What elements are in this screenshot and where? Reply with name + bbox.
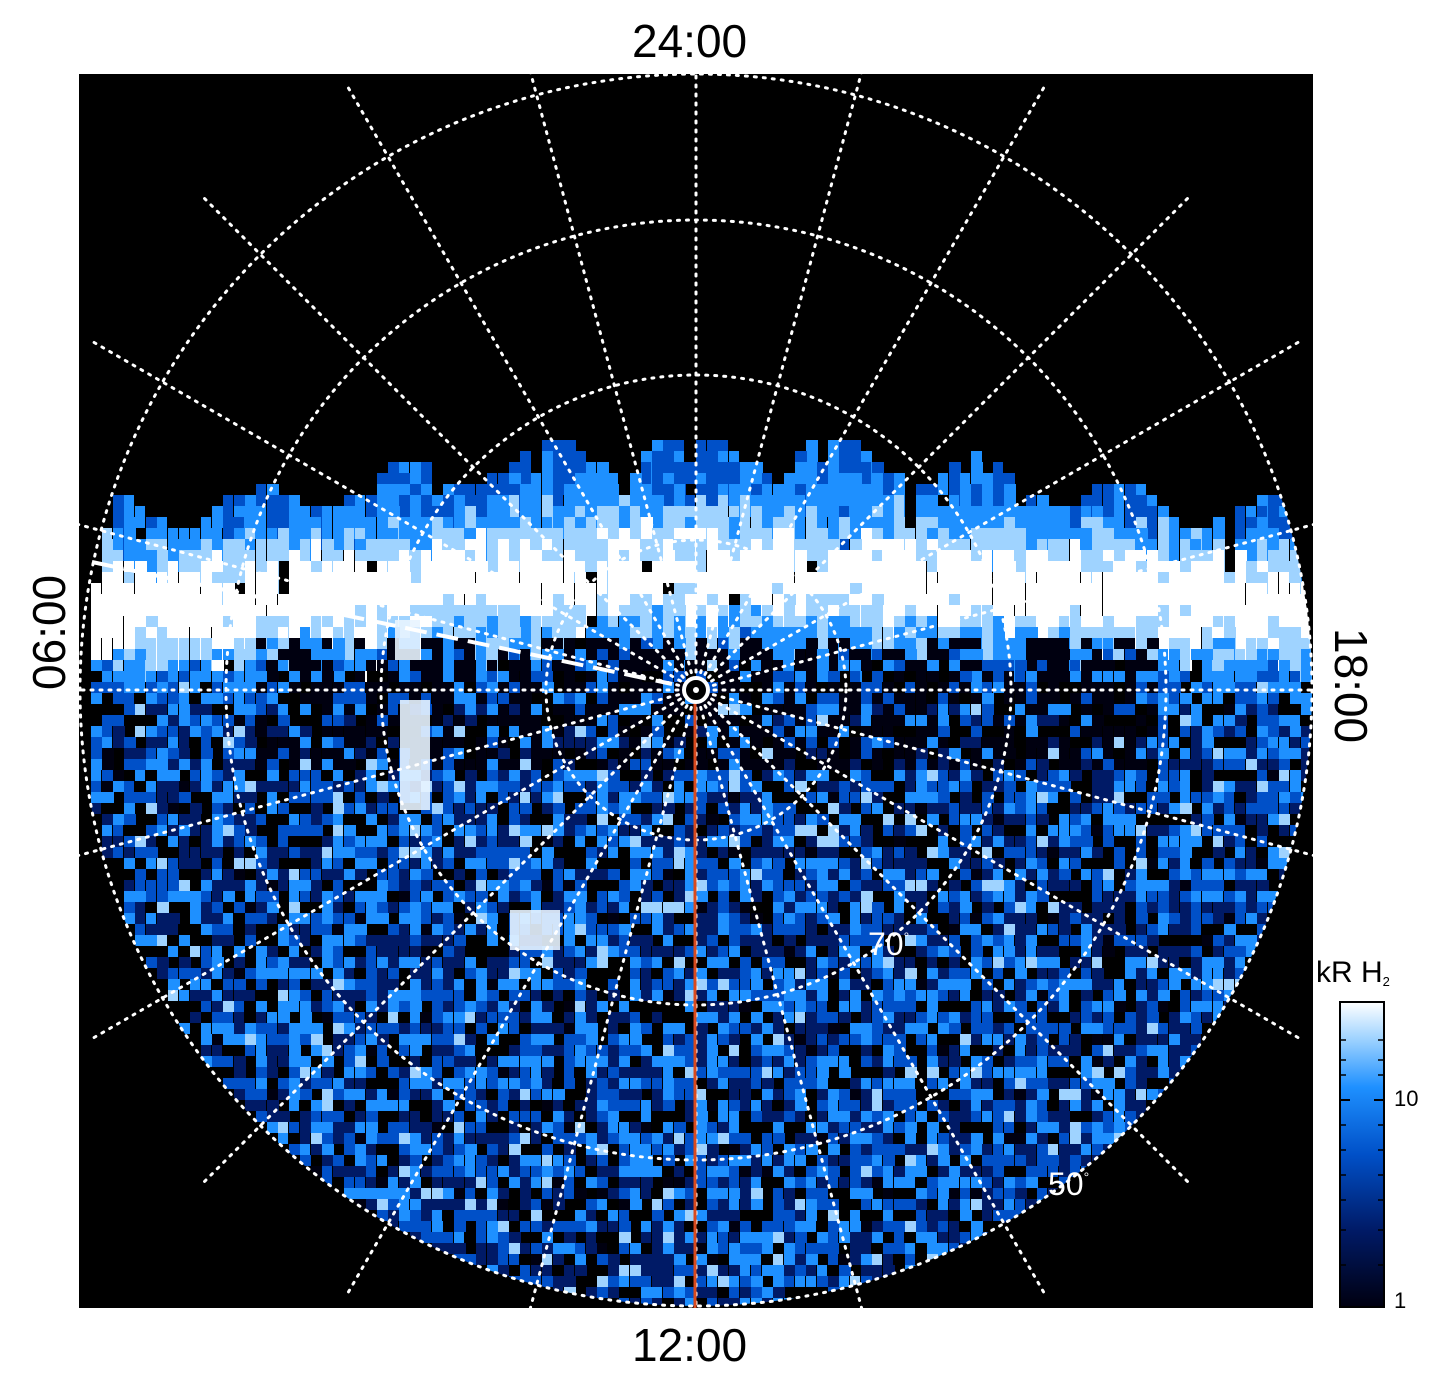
latitude-label-50: 50° <box>1048 1168 1089 1200</box>
colorbar-title: kR H2 <box>1316 958 1390 988</box>
colorbar-gradient <box>1340 1002 1384 1307</box>
colorbar-tick-10: 10 <box>1394 1088 1418 1110</box>
pole-marker <box>684 678 708 702</box>
colorbar-tick-1: 1 <box>1394 1290 1406 1312</box>
local-time-label-left: 06:00 <box>26 575 72 690</box>
local-time-label-bottom: 12:00 <box>632 1322 747 1368</box>
colorbar <box>1340 1002 1384 1307</box>
local-time-label-right: 18:00 <box>1328 628 1374 743</box>
local-time-label-top: 24:00 <box>632 18 747 64</box>
latitude-label-70: 70° <box>868 928 909 960</box>
